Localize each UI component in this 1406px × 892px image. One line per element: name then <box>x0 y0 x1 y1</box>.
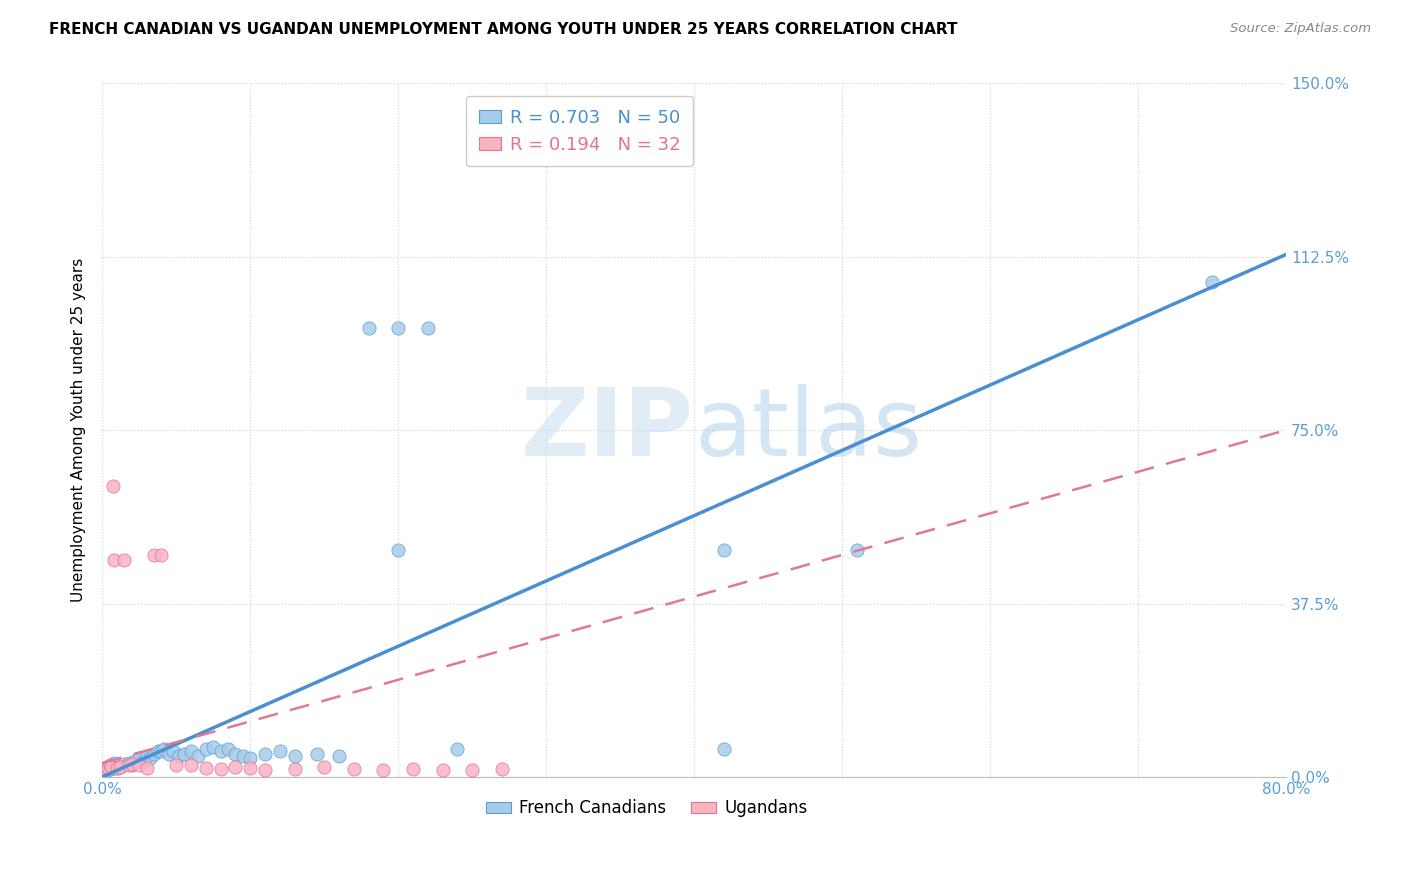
Point <box>100 758 122 772</box>
Y-axis label: Unemployment Among Youth under 25 years: Unemployment Among Youth under 25 years <box>72 258 86 602</box>
Point <box>128 758 150 772</box>
Point <box>314 760 336 774</box>
Point <box>416 321 439 335</box>
Point <box>180 744 202 758</box>
Point <box>121 758 143 772</box>
Point <box>173 747 195 761</box>
Point <box>94 762 117 776</box>
Point <box>112 552 135 566</box>
Point <box>461 763 484 777</box>
Point <box>253 763 276 777</box>
Point <box>165 758 187 772</box>
Point <box>328 749 350 764</box>
Point <box>101 761 124 775</box>
Point <box>153 742 176 756</box>
Point <box>108 760 131 774</box>
Point <box>128 751 150 765</box>
Point <box>209 744 232 758</box>
Point <box>217 742 239 756</box>
Point <box>239 761 262 775</box>
Legend: French Canadians, Ugandans: French Canadians, Ugandans <box>479 793 814 824</box>
Point <box>93 761 115 775</box>
Point <box>446 742 468 756</box>
Point <box>118 758 141 772</box>
Point <box>343 762 366 776</box>
Point <box>100 760 122 774</box>
Point <box>209 762 232 776</box>
Point <box>357 321 380 335</box>
Point <box>135 761 157 775</box>
Point <box>124 754 146 768</box>
Point <box>167 749 190 764</box>
Point <box>104 758 127 772</box>
Point <box>143 747 166 761</box>
Point <box>93 762 115 776</box>
Point <box>1201 275 1223 289</box>
Point <box>101 478 124 492</box>
Point <box>387 543 409 558</box>
Point <box>373 763 395 777</box>
Point <box>432 763 454 777</box>
Point <box>713 742 735 756</box>
Point <box>103 552 125 566</box>
Point <box>135 749 157 764</box>
Point <box>105 761 128 775</box>
Point <box>97 761 120 775</box>
Point <box>187 749 209 764</box>
Point <box>150 548 173 562</box>
Point <box>387 321 409 335</box>
Point <box>150 744 173 758</box>
Point <box>121 756 143 771</box>
Point <box>232 749 254 764</box>
Text: atlas: atlas <box>695 384 922 476</box>
Point <box>108 760 131 774</box>
Text: ZIP: ZIP <box>522 384 695 476</box>
Point <box>202 739 225 754</box>
Text: FRENCH CANADIAN VS UGANDAN UNEMPLOYMENT AMONG YOUTH UNDER 25 YEARS CORRELATION C: FRENCH CANADIAN VS UGANDAN UNEMPLOYMENT … <box>49 22 957 37</box>
Point <box>253 747 276 761</box>
Point <box>284 762 307 776</box>
Point <box>105 761 128 775</box>
Point <box>96 760 118 774</box>
Point <box>103 756 125 770</box>
Point <box>96 763 118 777</box>
Point <box>143 548 166 562</box>
Point <box>94 761 117 775</box>
Point <box>180 758 202 772</box>
Point <box>98 758 121 772</box>
Point <box>194 761 217 775</box>
Point <box>224 747 246 761</box>
Point <box>239 751 262 765</box>
Point <box>157 747 180 761</box>
Point <box>112 756 135 771</box>
Point <box>845 543 868 558</box>
Point <box>98 762 121 776</box>
Point <box>305 747 328 761</box>
Point <box>118 756 141 770</box>
Text: Source: ZipAtlas.com: Source: ZipAtlas.com <box>1230 22 1371 36</box>
Point <box>491 762 513 776</box>
Point <box>269 744 291 758</box>
Point <box>97 760 120 774</box>
Point <box>224 760 246 774</box>
Point <box>162 744 184 758</box>
Point <box>713 543 735 558</box>
Point <box>284 749 307 764</box>
Point <box>138 751 160 765</box>
Point <box>402 762 425 776</box>
Point <box>148 744 170 758</box>
Point <box>194 742 217 756</box>
Point <box>132 754 155 768</box>
